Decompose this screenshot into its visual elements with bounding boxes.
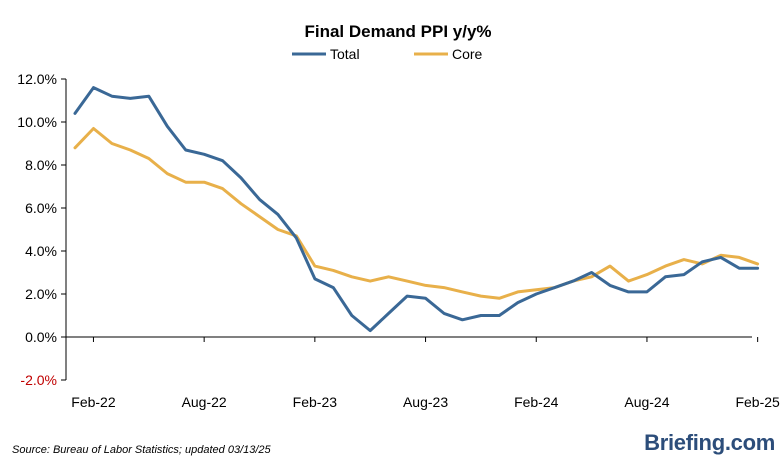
x-tick-label: Feb-22: [71, 394, 116, 410]
source-note: Source: Bureau of Labor Statistics; upda…: [12, 444, 271, 456]
legend-label-core: Core: [452, 46, 483, 62]
y-tick-label: 8.0%: [25, 157, 57, 173]
y-tick-label: 6.0%: [25, 200, 57, 216]
x-tick-label: Aug-24: [624, 394, 669, 410]
series-line-total: [73, 86, 760, 333]
x-tick-label: Feb-24: [514, 394, 559, 410]
series-layer: [73, 86, 760, 333]
x-tick-label: Aug-22: [182, 394, 227, 410]
y-tick-label: 12.0%: [17, 71, 57, 87]
y-tick-label: 4.0%: [25, 243, 57, 259]
series-line-core: [73, 127, 760, 300]
x-tick-label: Feb-25: [735, 394, 780, 410]
legend: Total Core: [292, 46, 483, 62]
x-tick-label: Aug-23: [403, 394, 448, 410]
axes: -2.0% 0.0% 2.0% 4.0% 6.0% 8.0% 10.0% 12.0% Feb-2…: [17, 71, 780, 410]
y-tick-label: 2.0%: [25, 286, 57, 302]
y-tick-label: -2.0%: [20, 372, 57, 388]
brand-logo: Briefing.com: [644, 430, 775, 455]
x-tick-label: Feb-23: [293, 394, 338, 410]
legend-label-total: Total: [330, 46, 360, 62]
y-tick-label: 0.0%: [25, 329, 57, 345]
chart-title: Final Demand PPI y/y%: [304, 22, 491, 41]
y-tick-label: 10.0%: [17, 114, 57, 130]
